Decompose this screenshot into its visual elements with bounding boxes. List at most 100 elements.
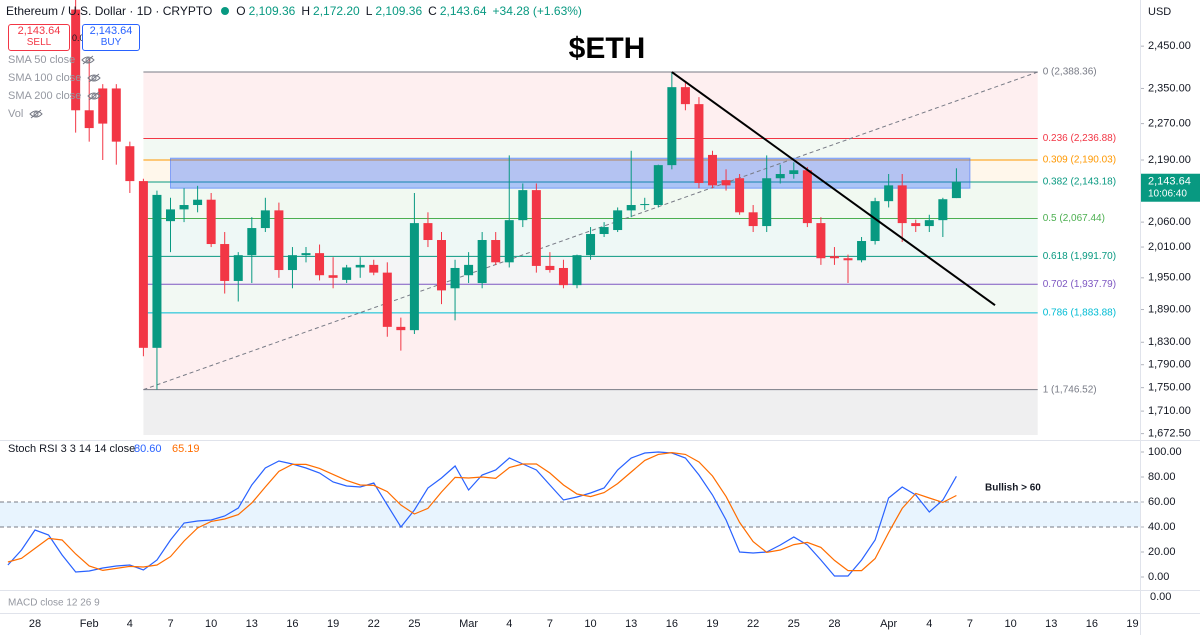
indicator-label: SMA 50 close [8,54,76,66]
y-tick-label: 20.00 [1148,546,1176,558]
chart-title: $ETH [569,32,646,65]
indicator[interactable]: SMA 100 close [8,72,102,84]
last-price-label: 2,143.64 [1148,176,1191,188]
y-tick-label: 1,830.00 [1148,336,1191,348]
indicator-label: SMA 100 close [8,72,82,84]
candle-body [531,190,541,266]
indicator[interactable]: SMA 200 close [8,90,102,102]
legend-value: 80.60 [134,443,162,455]
sell-button[interactable]: 2,143.64 SELL [8,24,70,51]
hidden-icon [87,73,102,83]
buy-button[interactable]: 2,143.64 BUY [82,24,140,51]
y-tick-label: 40.00 [1148,521,1176,533]
candle-body [437,240,446,291]
resistance-zone [170,157,971,189]
annotation: Bullish > 60 [985,483,1041,494]
fib-label: 0.618 (1,991.70) [1043,251,1116,262]
candle-body [111,88,121,142]
symbol: Ethereum / U.S. Dollar · 1D · CRYPTO [6,4,213,18]
x-tick-label: 4 [127,618,133,630]
y-tick-label: 2,350.00 [1148,82,1191,94]
x-tick-label: 7 [167,618,173,630]
x-tick-label: Feb [80,618,99,630]
candle-body [84,110,94,129]
x-tick-label: 22 [368,618,380,630]
stoch-title: Stoch RSI 3 3 14 14 close [8,443,135,455]
currency[interactable]: USD [1148,6,1172,18]
candle-body [382,272,392,327]
candle-body [640,204,650,206]
y-tick-label: 80.00 [1148,471,1176,483]
candle-body [884,185,894,202]
x-tick-label: 10 [584,618,596,630]
y-tick-label: 2,060.00 [1148,216,1191,228]
y-tick-label: 1,950.00 [1148,272,1191,284]
ohlc-value: 2,172.20 [313,4,360,18]
y-tick-label: 2,270.00 [1148,118,1191,130]
sell-price: 2,143.64 [17,25,61,37]
candle-body [572,255,582,286]
candle-body [450,267,460,289]
x-tick-label: 7 [547,618,553,630]
y-tick-label: 2,190.00 [1148,154,1191,166]
x-tick-label: 28 [29,618,41,630]
candle-body [355,264,365,268]
x-tick-label: 13 [625,618,637,630]
candle-body [464,264,474,276]
x-tick-label: 19 [1126,618,1138,630]
candle-body [857,241,867,261]
legend-value: 65.19 [172,443,200,455]
x-tick-label: 25 [788,618,800,630]
candle-body [342,267,352,280]
x-tick-label: 13 [1045,618,1057,630]
y-tick-label: 0.00 [1148,571,1169,583]
fib-label: 0.236 (2,236.88) [1043,133,1116,144]
status-dot [221,7,230,15]
candle-body [504,220,514,263]
ohlc-value: 2,109.36 [375,4,423,18]
y-tick-label: 1,750.00 [1148,382,1191,394]
y-tick-label: 2,010.00 [1148,241,1191,253]
candle-body [694,104,704,183]
candle-body [653,165,663,206]
candle-body [762,178,772,227]
x-tick-label: 13 [246,618,258,630]
candle-body [477,240,487,284]
x-tick-label: 16 [286,618,298,630]
candle-body [301,253,311,256]
y-tick-label: 1,672.50 [1148,428,1191,440]
stoch-line [7,451,957,577]
fib-band [143,312,1038,390]
candle-body [586,234,596,256]
x-tick-label: Mar [459,618,478,630]
x-tick-label: 10 [205,618,217,630]
indicator-label: SMA 200 close [8,90,82,102]
y-tick-label: 60.00 [1148,496,1176,508]
candle-body [667,87,677,166]
fib-label: 1 (1,746.52) [1043,384,1097,395]
candle-body [708,154,717,186]
fib-label: 0.5 (2,067.44) [1043,213,1105,224]
candle-body [735,178,745,213]
candle-body [71,9,81,111]
candle-body [233,255,243,281]
y-tick-label: 1,890.00 [1148,303,1191,315]
x-tick-label: 19 [706,618,718,630]
candle-body [721,180,731,186]
indicator[interactable]: SMA 50 close [8,54,95,66]
hidden-icon [87,91,102,101]
candle-body [328,275,338,278]
ohlc-key: C [428,4,437,18]
candle-body [369,264,379,273]
indicator[interactable]: Vol [8,108,44,120]
candle-body [152,194,162,348]
candle-body [951,181,961,199]
candle-body [613,210,623,231]
x-tick-label: 25 [408,618,420,630]
candle-body [220,244,230,281]
candle-body [396,326,406,331]
candle-body [558,267,568,286]
fib-band [143,389,1038,435]
